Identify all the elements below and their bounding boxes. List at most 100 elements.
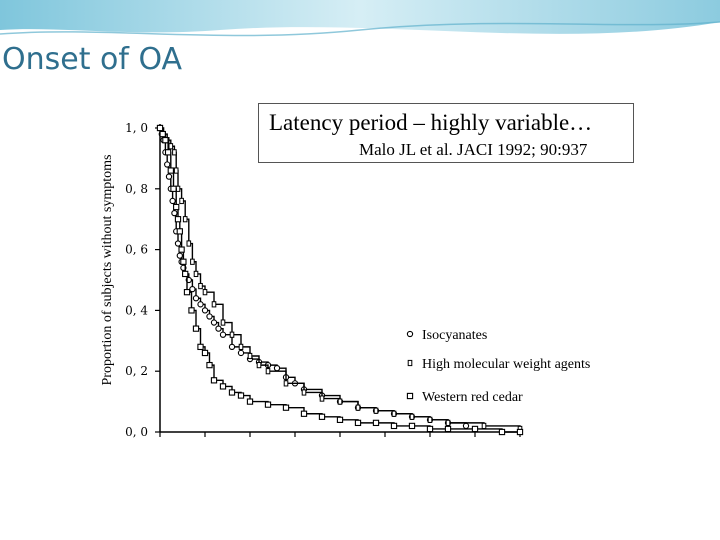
series-line-2 <box>160 127 520 433</box>
data-point-0-11 <box>176 252 183 259</box>
data-point-2-31 <box>408 422 416 430</box>
data-point-0-10 <box>174 240 182 247</box>
data-point-2-21 <box>237 392 245 399</box>
data-point-1-24 <box>337 398 343 405</box>
data-point-2-24 <box>282 404 290 411</box>
data-point-1-15 <box>220 319 226 326</box>
data-point-2-5 <box>170 185 177 192</box>
data-point-2-0 <box>156 124 164 132</box>
data-point-1-7 <box>179 197 184 205</box>
legend-entry-2: Western red cedar <box>422 390 523 405</box>
data-point-0-24 <box>228 343 236 351</box>
series-2 <box>156 124 524 436</box>
data-point-1-19 <box>256 362 262 369</box>
latency-callout-box: Latency period – highly variable… Malo J… <box>258 103 634 163</box>
y-tick-label-3: 0, 6 <box>125 243 148 257</box>
data-point-1-29 <box>427 416 433 423</box>
data-point-1-27 <box>391 410 397 417</box>
data-point-2-8 <box>176 228 183 235</box>
data-point-0-20 <box>206 313 213 320</box>
data-point-0-29 <box>273 365 281 372</box>
data-point-1-9 <box>186 240 192 247</box>
data-point-1-5 <box>173 167 179 174</box>
data-point-0-17 <box>192 295 200 302</box>
data-point-2-11 <box>182 270 189 278</box>
data-point-2-15 <box>197 343 204 351</box>
data-point-1-8 <box>182 216 188 223</box>
data-point-2-3 <box>164 149 172 156</box>
data-point-0-22 <box>215 325 222 332</box>
data-point-1-26 <box>373 407 379 414</box>
data-point-0-7 <box>169 197 176 205</box>
data-point-1-18 <box>247 352 253 360</box>
data-point-2-13 <box>188 307 195 314</box>
data-point-2-34 <box>471 425 479 433</box>
callout-citation: Malo JL et al. JACI 1992; 90:937 <box>359 140 588 159</box>
y-tick-label-0: 0, 0 <box>125 425 148 439</box>
data-point-0-18 <box>197 301 204 308</box>
data-point-2-36 <box>516 428 524 436</box>
data-point-0-4 <box>164 161 171 168</box>
data-point-1-23 <box>319 395 325 402</box>
data-point-1-17 <box>238 343 244 350</box>
data-point-2-29 <box>372 419 380 427</box>
data-point-1-16 <box>229 331 235 338</box>
data-point-2-18 <box>210 377 218 384</box>
data-point-1-10 <box>190 258 195 265</box>
data-point-2-6 <box>173 203 180 211</box>
data-point-2-10 <box>180 258 187 265</box>
data-point-0-23 <box>219 331 227 338</box>
series-0 <box>156 124 470 430</box>
legend-entry-0: Isocyanates <box>422 328 487 343</box>
data-point-0-8 <box>171 209 178 217</box>
legend-entry-1: High molecular weight agents <box>422 357 590 372</box>
data-point-0-41 <box>462 422 470 430</box>
data-point-0-19 <box>201 307 209 314</box>
data-point-1-22 <box>301 389 307 396</box>
data-point-0-21 <box>210 319 218 326</box>
data-point-2-22 <box>246 398 254 405</box>
data-point-1-20 <box>265 368 271 375</box>
data-point-2-9 <box>178 246 185 253</box>
data-point-1-4 <box>172 149 177 156</box>
series-1 <box>157 124 523 433</box>
data-point-2-14 <box>192 325 200 332</box>
data-point-1-21 <box>283 380 289 387</box>
legend-marker-1 <box>407 359 413 367</box>
data-point-2-32 <box>426 425 434 433</box>
data-point-0-5 <box>165 173 173 180</box>
data-point-1-31 <box>481 422 487 430</box>
data-point-2-2 <box>162 137 169 144</box>
y-tick-label-5: 1, 0 <box>125 121 148 135</box>
callout-title: Latency period – highly variable… <box>269 110 593 135</box>
data-point-2-23 <box>264 401 272 408</box>
data-point-2-33 <box>444 425 452 433</box>
y-tick-label-4: 0, 8 <box>125 182 148 196</box>
y-tick-label-2: 0, 4 <box>125 303 148 317</box>
header-banner <box>0 0 720 48</box>
data-point-1-3 <box>168 143 174 150</box>
series-line-0 <box>160 127 467 426</box>
data-point-2-30 <box>390 422 398 430</box>
data-point-0-25 <box>237 349 245 357</box>
data-point-2-4 <box>167 167 174 174</box>
series-line-1 <box>160 127 521 429</box>
data-point-2-28 <box>354 419 362 427</box>
data-point-2-1 <box>159 130 166 138</box>
data-point-1-11 <box>193 270 199 278</box>
data-point-2-35 <box>498 428 506 436</box>
legend-marker-2 <box>406 392 414 400</box>
data-point-2-16 <box>201 349 209 357</box>
data-point-1-13 <box>202 289 208 296</box>
data-point-1-25 <box>355 404 361 411</box>
data-point-2-26 <box>318 413 326 420</box>
data-point-2-7 <box>174 216 182 223</box>
data-point-0-16 <box>189 285 196 293</box>
data-point-2-17 <box>206 361 213 369</box>
legend-marker-0 <box>406 330 414 338</box>
y-tick-label-1: 0, 2 <box>125 364 148 378</box>
data-point-2-19 <box>219 383 227 390</box>
data-point-2-25 <box>300 410 308 417</box>
data-point-1-28 <box>409 413 415 420</box>
